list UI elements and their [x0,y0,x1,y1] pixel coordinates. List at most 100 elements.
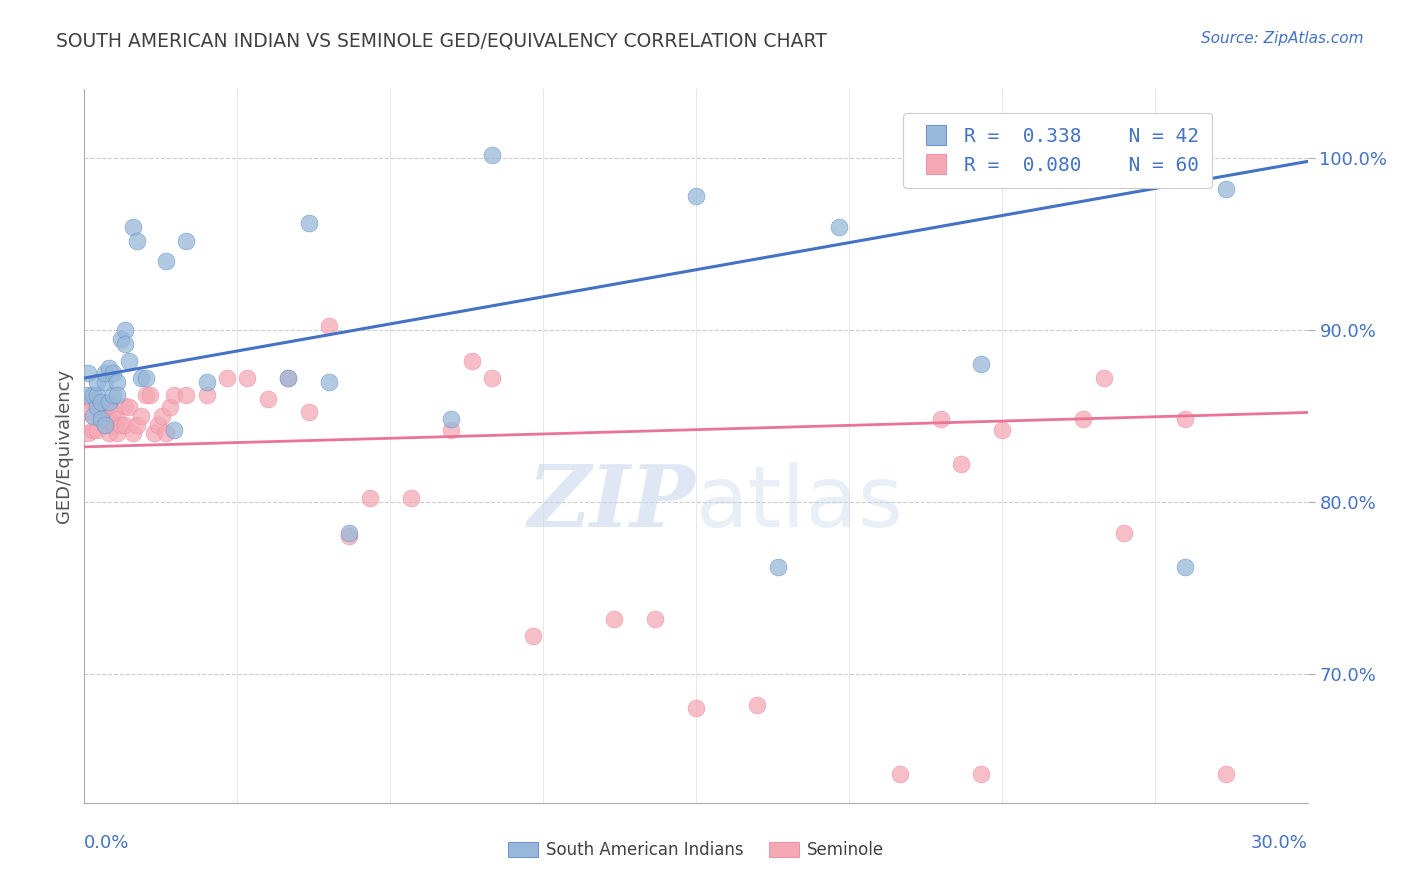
Point [644,612,666,626]
Point [97,426,120,441]
Point [359,491,381,506]
Point [440,423,463,437]
Point [828,219,851,234]
Point [318,375,340,389]
Point [93,366,117,380]
Text: Source: ZipAtlas.com: Source: ZipAtlas.com [1201,31,1364,46]
Point [101,388,124,402]
Text: ZIP: ZIP [529,461,696,545]
Point [970,766,993,780]
Point [195,375,218,389]
Point [176,234,198,248]
Point [603,612,626,626]
Point [105,426,128,441]
Point [481,371,503,385]
Point [155,426,177,441]
Point [90,412,112,426]
Point [105,375,128,389]
Point [889,766,911,780]
Point [522,629,544,643]
Point [298,216,321,230]
Point [1174,412,1197,426]
Point [217,371,239,385]
Point [114,417,136,432]
Point [110,332,132,346]
Point [82,409,104,423]
Point [277,371,299,385]
Point [93,405,117,419]
Point [142,426,165,441]
Point [399,491,422,506]
Point [86,423,108,437]
Text: atlas: atlas [696,461,904,545]
Point [135,388,157,402]
Point [97,401,120,415]
Point [685,701,707,715]
Point [685,189,707,203]
Point [110,417,132,432]
Point [1174,560,1197,574]
Point [1215,182,1237,196]
Y-axis label: GED/Equivalency: GED/Equivalency [55,369,73,523]
Point [159,401,181,415]
Legend: South American Indians, Seminole: South American Indians, Seminole [501,835,891,866]
Point [82,423,104,437]
Point [155,254,177,268]
Point [131,409,153,423]
Point [146,417,169,432]
Point [766,560,789,574]
Point [93,417,117,432]
Point [1073,412,1095,426]
Point [163,423,186,437]
Point [277,371,299,385]
Point [339,525,361,540]
Point [86,395,108,409]
Point [114,323,136,337]
Point [82,395,104,409]
Point [138,388,160,402]
Point [929,412,952,426]
Point [135,371,157,385]
Point [114,336,136,351]
Point [101,417,124,432]
Point [991,423,1014,437]
Point [105,412,128,426]
Point [77,388,100,402]
Point [118,354,141,368]
Point [970,357,993,371]
Point [236,371,259,385]
Point [114,399,136,413]
Point [257,392,280,406]
Point [1092,371,1115,385]
Point [118,401,141,415]
Point [163,388,186,402]
Point [86,375,108,389]
Point [176,388,198,402]
Point [950,457,973,471]
Point [101,405,124,419]
Point [150,409,173,423]
Point [90,401,112,415]
Point [77,426,100,441]
Point [318,319,340,334]
Point [298,405,321,419]
Point [339,529,361,543]
Point [195,388,218,402]
Point [77,366,100,380]
Point [127,417,149,432]
Point [97,360,120,375]
Point [97,395,120,409]
Point [122,219,145,234]
Point [105,388,128,402]
Point [82,388,104,402]
Text: 30.0%: 30.0% [1251,834,1308,852]
Point [77,405,100,419]
Text: 0.0%: 0.0% [84,834,129,852]
Point [93,417,117,432]
Text: SOUTH AMERICAN INDIAN VS SEMINOLE GED/EQUIVALENCY CORRELATION CHART: SOUTH AMERICAN INDIAN VS SEMINOLE GED/EQ… [56,31,827,50]
Point [747,698,769,712]
Point [86,388,108,402]
Point [1114,525,1136,540]
Point [1215,766,1237,780]
Point [90,395,112,409]
